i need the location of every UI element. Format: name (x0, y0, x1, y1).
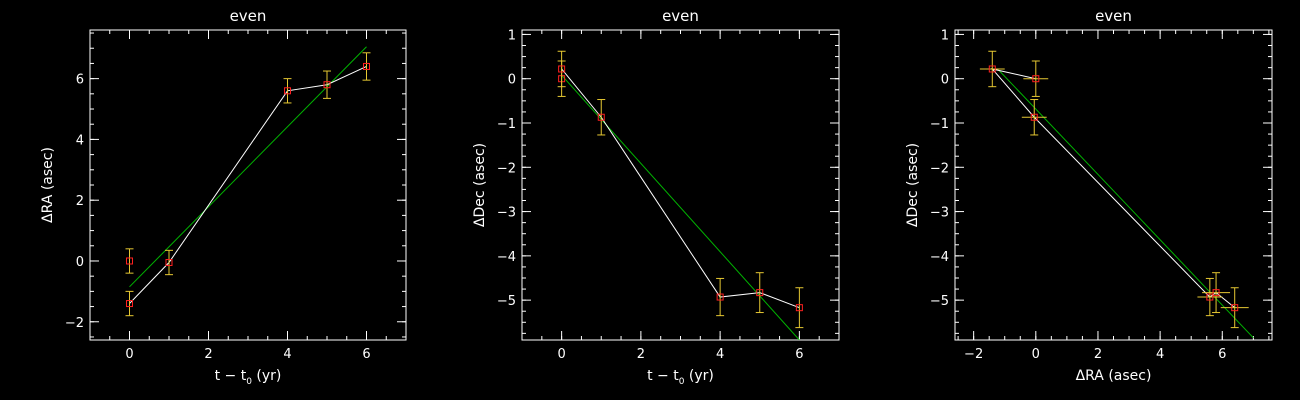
plot-frame (89, 29, 407, 341)
chart-title: even (1095, 7, 1132, 25)
error-bar (755, 272, 764, 314)
error-bar (557, 50, 566, 88)
error-bar (795, 287, 804, 329)
x-axis-label: t − t0 (yr) (215, 368, 282, 387)
error-bar (1023, 60, 1049, 97)
x-tick-label: 6 (362, 347, 370, 362)
x-tick-label: 2 (1094, 347, 1102, 362)
y-tick-label: −1 (930, 117, 949, 132)
data-line (561, 68, 800, 309)
fit-line (561, 74, 800, 340)
y-tick-label: −2 (930, 161, 949, 176)
data-point (126, 300, 133, 308)
data-point (363, 62, 370, 70)
data-point (1231, 304, 1239, 312)
error-bar (125, 248, 134, 274)
x-axis-label-main: t − t (647, 368, 679, 384)
error-bar (597, 99, 606, 136)
x-tick-label: 6 (1218, 347, 1226, 362)
data-point (1206, 293, 1214, 301)
error-bar (1197, 277, 1223, 317)
y-tick-label: −4 (497, 250, 516, 265)
plot-frame (954, 29, 1273, 341)
data-point (323, 81, 331, 89)
y-tick-label: −3 (497, 206, 516, 221)
y-tick-label: 1 (941, 28, 949, 43)
y-tick-label: 1 (508, 28, 516, 43)
y-tick-label: −5 (930, 294, 949, 309)
data-point (165, 259, 173, 266)
data-point (716, 293, 724, 301)
x-axis-label-main: t − t (215, 368, 247, 384)
y-tick-label: 0 (76, 255, 84, 270)
fit-line (998, 69, 1254, 339)
error-bar (1220, 287, 1249, 329)
y-tick-label: −2 (497, 161, 516, 176)
x-tick-label: 0 (1032, 347, 1040, 362)
x-tick-label: 6 (795, 347, 803, 362)
data-point (558, 65, 566, 73)
chart-panel-3: −2 0 2 4 6 −5 −4 −3 −2 −1 0 1 even ΔRA (asec) ΔDec (as… (905, 7, 1273, 384)
chart-title: even (662, 7, 699, 25)
x-axis-label-subscript: 0 (679, 377, 685, 387)
data-point (1212, 289, 1220, 297)
y-tick-label: −1 (497, 117, 516, 132)
data-point (1030, 113, 1038, 121)
y-tick-label: −3 (930, 206, 949, 221)
x-tick-label: 2 (637, 347, 645, 362)
error-bar (362, 52, 371, 81)
x-axis-label: t − t0 (yr) (647, 368, 714, 387)
error-bar (125, 290, 134, 317)
x-tick-label: 0 (125, 347, 133, 362)
data-point (597, 113, 605, 121)
error-bar (283, 78, 292, 104)
data-point (756, 289, 764, 297)
y-axis-label: ΔDec (asec) (472, 143, 488, 227)
plot-frame (521, 29, 840, 341)
data-point (126, 257, 133, 265)
data-point (284, 87, 291, 95)
x-axis-label-unit: (yr) (684, 368, 713, 384)
data-point (988, 65, 996, 73)
data-line (129, 66, 367, 304)
chart-title: even (230, 7, 267, 25)
x-tick-label: −2 (964, 347, 983, 362)
data-point (1032, 75, 1040, 83)
error-bar (165, 249, 173, 276)
x-tick-label: 0 (557, 347, 565, 362)
error-bar (1021, 99, 1047, 136)
x-tick-label: 4 (716, 347, 724, 362)
y-tick-label: 0 (508, 73, 516, 88)
y-axis-label: ΔDec (asec) (905, 143, 921, 227)
x-tick-label: 2 (204, 347, 212, 362)
y-tick-label: 6 (76, 73, 84, 88)
x-axis-label-subscript: 0 (246, 377, 252, 387)
y-tick-label: −5 (497, 294, 516, 309)
y-tick-label: −4 (930, 250, 949, 265)
error-bar (1202, 272, 1231, 314)
y-axis-label: ΔRA (asec) (40, 147, 56, 223)
y-tick-label: 2 (76, 194, 84, 209)
error-bar (979, 50, 1005, 88)
y-tick-label: −2 (65, 316, 84, 331)
y-tick-label: 4 (76, 133, 84, 148)
x-tick-label: 4 (283, 347, 291, 362)
y-tick-label: 0 (941, 73, 949, 88)
x-axis-label: ΔRA (asec) (1076, 368, 1152, 384)
data-line (990, 68, 1236, 309)
error-bar (716, 277, 725, 317)
x-axis-label-main: ΔRA (asec) (1076, 368, 1152, 384)
x-axis-label-unit: (yr) (252, 368, 281, 384)
error-bar (323, 70, 331, 99)
data-point (795, 304, 803, 312)
x-tick-label: 4 (1156, 347, 1164, 362)
